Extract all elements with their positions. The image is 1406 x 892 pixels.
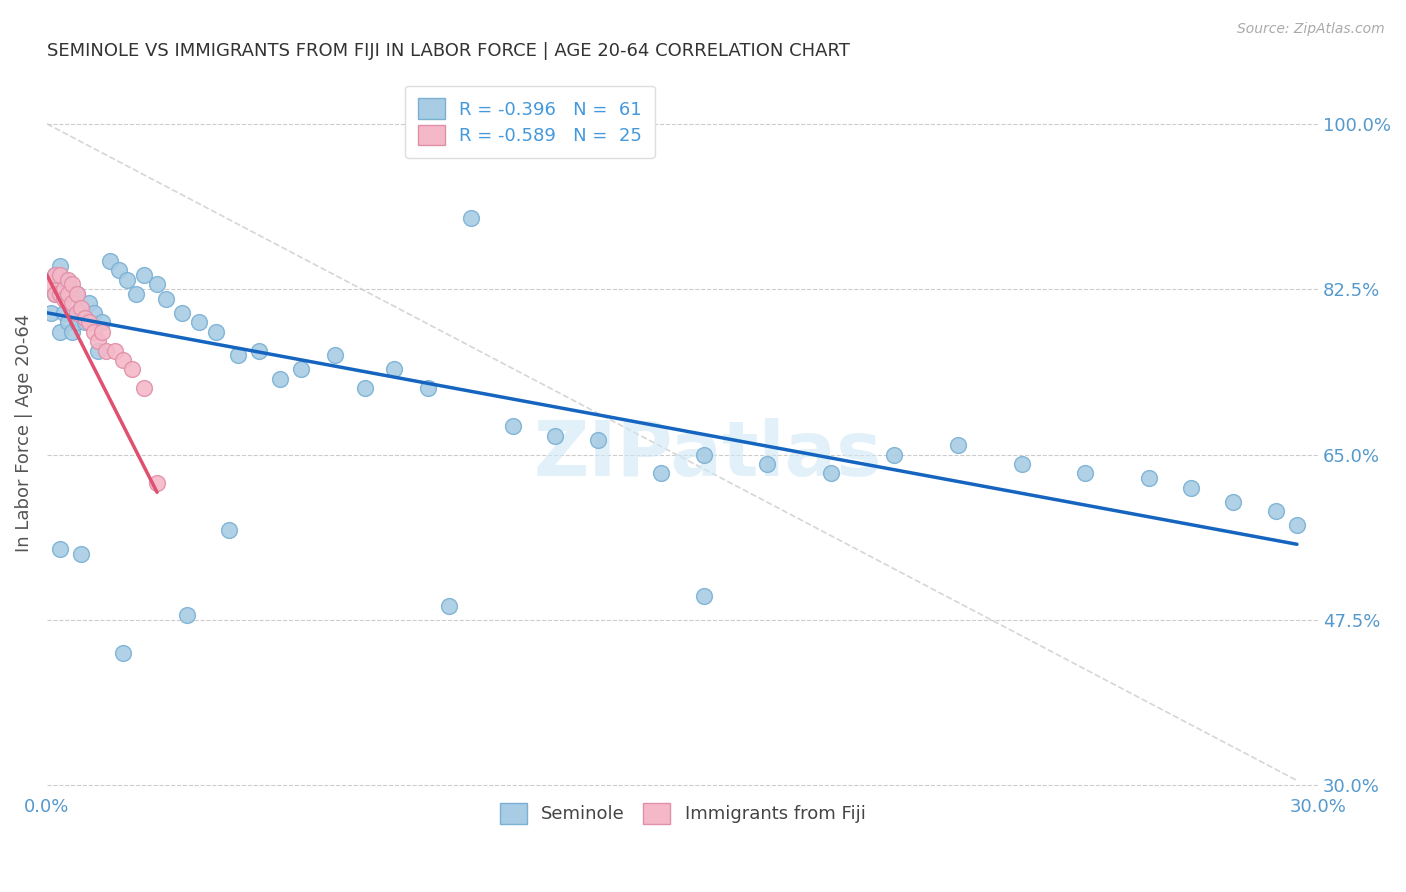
Point <box>96 343 118 358</box>
Point <box>1222 495 1244 509</box>
Point <box>146 475 169 490</box>
Point <box>87 334 110 348</box>
Point <box>65 286 87 301</box>
Point <box>48 325 70 339</box>
Point <box>48 541 70 556</box>
Point <box>87 343 110 358</box>
Point <box>39 277 62 292</box>
Point <box>502 419 524 434</box>
Point <box>269 372 291 386</box>
Point <box>883 448 905 462</box>
Point <box>544 428 567 442</box>
Point <box>108 263 131 277</box>
Point <box>439 599 461 613</box>
Point <box>91 325 114 339</box>
Point <box>146 277 169 292</box>
Point <box>290 362 312 376</box>
Point <box>226 348 249 362</box>
Point <box>83 306 105 320</box>
Point <box>205 325 228 339</box>
Point <box>56 286 79 301</box>
Point <box>1074 467 1097 481</box>
Point <box>44 286 66 301</box>
Point <box>77 315 100 329</box>
Point <box>418 381 440 395</box>
Point <box>52 292 75 306</box>
Point <box>48 268 70 282</box>
Point <box>176 608 198 623</box>
Point <box>323 348 346 362</box>
Point <box>353 381 375 395</box>
Point <box>44 268 66 282</box>
Point <box>756 457 779 471</box>
Point <box>56 277 79 292</box>
Point <box>60 286 83 301</box>
Point <box>69 306 91 320</box>
Point <box>155 292 177 306</box>
Point <box>134 381 156 395</box>
Point <box>52 306 75 320</box>
Point <box>48 259 70 273</box>
Point <box>60 277 83 292</box>
Point <box>39 306 62 320</box>
Point <box>134 268 156 282</box>
Point <box>692 448 714 462</box>
Point <box>117 273 139 287</box>
Legend: Seminole, Immigrants from Fiji: Seminole, Immigrants from Fiji <box>489 792 876 834</box>
Point <box>1285 518 1308 533</box>
Text: ZIPatlas: ZIPatlas <box>534 417 882 491</box>
Point <box>692 589 714 603</box>
Y-axis label: In Labor Force | Age 20-64: In Labor Force | Age 20-64 <box>15 314 32 552</box>
Point <box>1264 504 1286 518</box>
Point <box>125 286 148 301</box>
Point <box>382 362 405 376</box>
Point <box>1011 457 1033 471</box>
Point <box>460 211 482 226</box>
Point <box>586 434 609 448</box>
Point <box>60 296 83 310</box>
Point <box>83 325 105 339</box>
Point <box>48 286 70 301</box>
Point <box>188 315 211 329</box>
Text: SEMINOLE VS IMMIGRANTS FROM FIJI IN LABOR FORCE | AGE 20-64 CORRELATION CHART: SEMINOLE VS IMMIGRANTS FROM FIJI IN LABO… <box>46 42 849 60</box>
Point <box>218 523 240 537</box>
Point <box>121 362 143 376</box>
Point <box>946 438 969 452</box>
Point <box>91 315 114 329</box>
Point <box>1137 471 1160 485</box>
Point <box>52 282 75 296</box>
Point <box>60 325 83 339</box>
Point <box>650 467 672 481</box>
Point <box>65 306 87 320</box>
Point <box>69 301 91 315</box>
Point <box>73 315 96 329</box>
Point <box>820 467 842 481</box>
Point <box>104 343 127 358</box>
Point <box>77 296 100 310</box>
Point <box>56 315 79 329</box>
Point <box>112 646 135 660</box>
Point <box>65 286 87 301</box>
Point <box>100 253 122 268</box>
Text: Source: ZipAtlas.com: Source: ZipAtlas.com <box>1237 22 1385 37</box>
Point <box>1180 481 1202 495</box>
Point <box>69 547 91 561</box>
Point <box>44 286 66 301</box>
Point <box>44 268 66 282</box>
Point <box>65 315 87 329</box>
Point <box>247 343 270 358</box>
Point <box>73 310 96 325</box>
Point <box>56 273 79 287</box>
Point <box>172 306 194 320</box>
Point <box>52 273 75 287</box>
Point <box>112 353 135 368</box>
